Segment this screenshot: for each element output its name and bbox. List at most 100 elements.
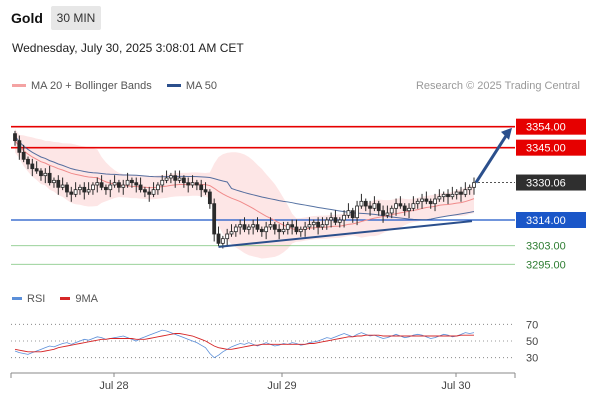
candle-body (194, 182, 199, 186)
candle-body (385, 212, 390, 216)
candle-body (104, 186, 108, 191)
candle-body (376, 203, 381, 212)
candle-body (108, 184, 113, 191)
candle-body (242, 224, 247, 230)
rsi-line (14, 329, 475, 359)
ma20-swatch-icon (12, 83, 26, 87)
candle-body (164, 177, 169, 181)
candle-body (186, 182, 191, 186)
candle-body (298, 228, 303, 233)
instrument-title: Gold (11, 10, 43, 26)
candle-body (82, 186, 87, 193)
price-legend: MA 20 + Bollinger Bands MA 50 (12, 80, 229, 92)
candle-body (99, 182, 104, 188)
level-label-4: 3295.00 (526, 259, 566, 271)
candle-body (26, 158, 30, 165)
candle-body (160, 179, 165, 186)
candle-body (337, 219, 342, 223)
candle-body (459, 191, 463, 195)
candle-body (398, 203, 403, 207)
candle-body (233, 226, 238, 233)
candle-body (173, 175, 178, 181)
candle-body (168, 175, 173, 179)
candle-body (177, 177, 182, 181)
timeframe-button[interactable]: 30 MIN (51, 6, 101, 30)
x-axis-label: Jul 30 (441, 380, 470, 392)
candle-body (346, 210, 351, 216)
legend-item-9ma: 9MA (60, 293, 98, 305)
candle-body (21, 151, 26, 160)
candle-body (411, 203, 416, 209)
level-label-1: 3345.00 (526, 143, 566, 155)
candle-body (229, 231, 234, 235)
candle-body (324, 219, 329, 226)
candle-body (264, 226, 269, 233)
candle-body (238, 224, 243, 228)
rsi-level-label-50: 50 (526, 336, 538, 348)
candle-body (220, 238, 225, 244)
level-tag-2 (516, 212, 586, 228)
candle-body (30, 163, 35, 170)
candle-body (207, 191, 212, 205)
candle-body (281, 228, 286, 233)
candle-body (69, 191, 74, 195)
rsi-legend: RSI 9MA (12, 293, 110, 305)
candle-body (450, 193, 455, 198)
current-price-label: 3330.06 (526, 178, 566, 190)
legend-item-ma20-bollinger: MA 20 + Bollinger Bands (12, 80, 152, 92)
candle-body (255, 224, 260, 230)
candle-body (117, 182, 121, 188)
candle-body (143, 189, 147, 193)
x-axis-label: Jul 28 (99, 380, 128, 392)
candle-body (268, 224, 273, 228)
candle-body (47, 172, 52, 184)
support-trendline (218, 220, 473, 248)
candle-body (441, 193, 446, 198)
candle-body (285, 224, 290, 230)
copyright-text: Research © 2025 Trading Central (415, 80, 580, 92)
candle-body (463, 189, 468, 195)
candle-body (147, 191, 152, 195)
x-axis-label: Jul 29 (267, 380, 296, 392)
candle-body (372, 203, 377, 209)
candle-body (420, 198, 424, 202)
level-label-2: 3314.00 (526, 215, 566, 227)
candle-body (329, 217, 334, 221)
candle-body (355, 205, 359, 219)
legend-item-ma50: MA 50 (166, 80, 217, 92)
candle-body (65, 184, 69, 193)
legend-label-ma20: MA 20 + Bollinger Bands (31, 80, 152, 92)
candle-body (95, 182, 100, 186)
candle-body (303, 226, 308, 230)
candle-body (151, 189, 156, 195)
candle-body (277, 228, 282, 233)
candle-body (73, 189, 78, 195)
current-price-tag (516, 174, 586, 191)
candle-body (121, 184, 126, 188)
candle-body (181, 177, 186, 184)
candle-body (389, 207, 394, 214)
ma50-line (14, 135, 475, 221)
candle-body (60, 184, 65, 188)
level-label-0: 3354.00 (526, 122, 566, 134)
rsi-level-label-30: 30 (526, 353, 538, 365)
candle-body (17, 140, 22, 153)
candle-body (342, 214, 346, 221)
candle-body (407, 207, 411, 212)
candle-body (39, 170, 43, 177)
candle-body (34, 168, 39, 172)
candle-body (86, 189, 91, 193)
candle-body (394, 203, 398, 209)
legend-label-rsi: RSI (27, 293, 46, 305)
candle-body (428, 200, 433, 205)
candle-body (415, 200, 420, 205)
candle-body (138, 184, 143, 191)
candle-body (246, 226, 251, 230)
level-tag-0 (516, 118, 586, 135)
candle-body (52, 179, 56, 184)
candle-body (56, 179, 61, 188)
candle-body (368, 205, 372, 209)
candle-body (437, 196, 442, 200)
candle-body (13, 133, 17, 142)
